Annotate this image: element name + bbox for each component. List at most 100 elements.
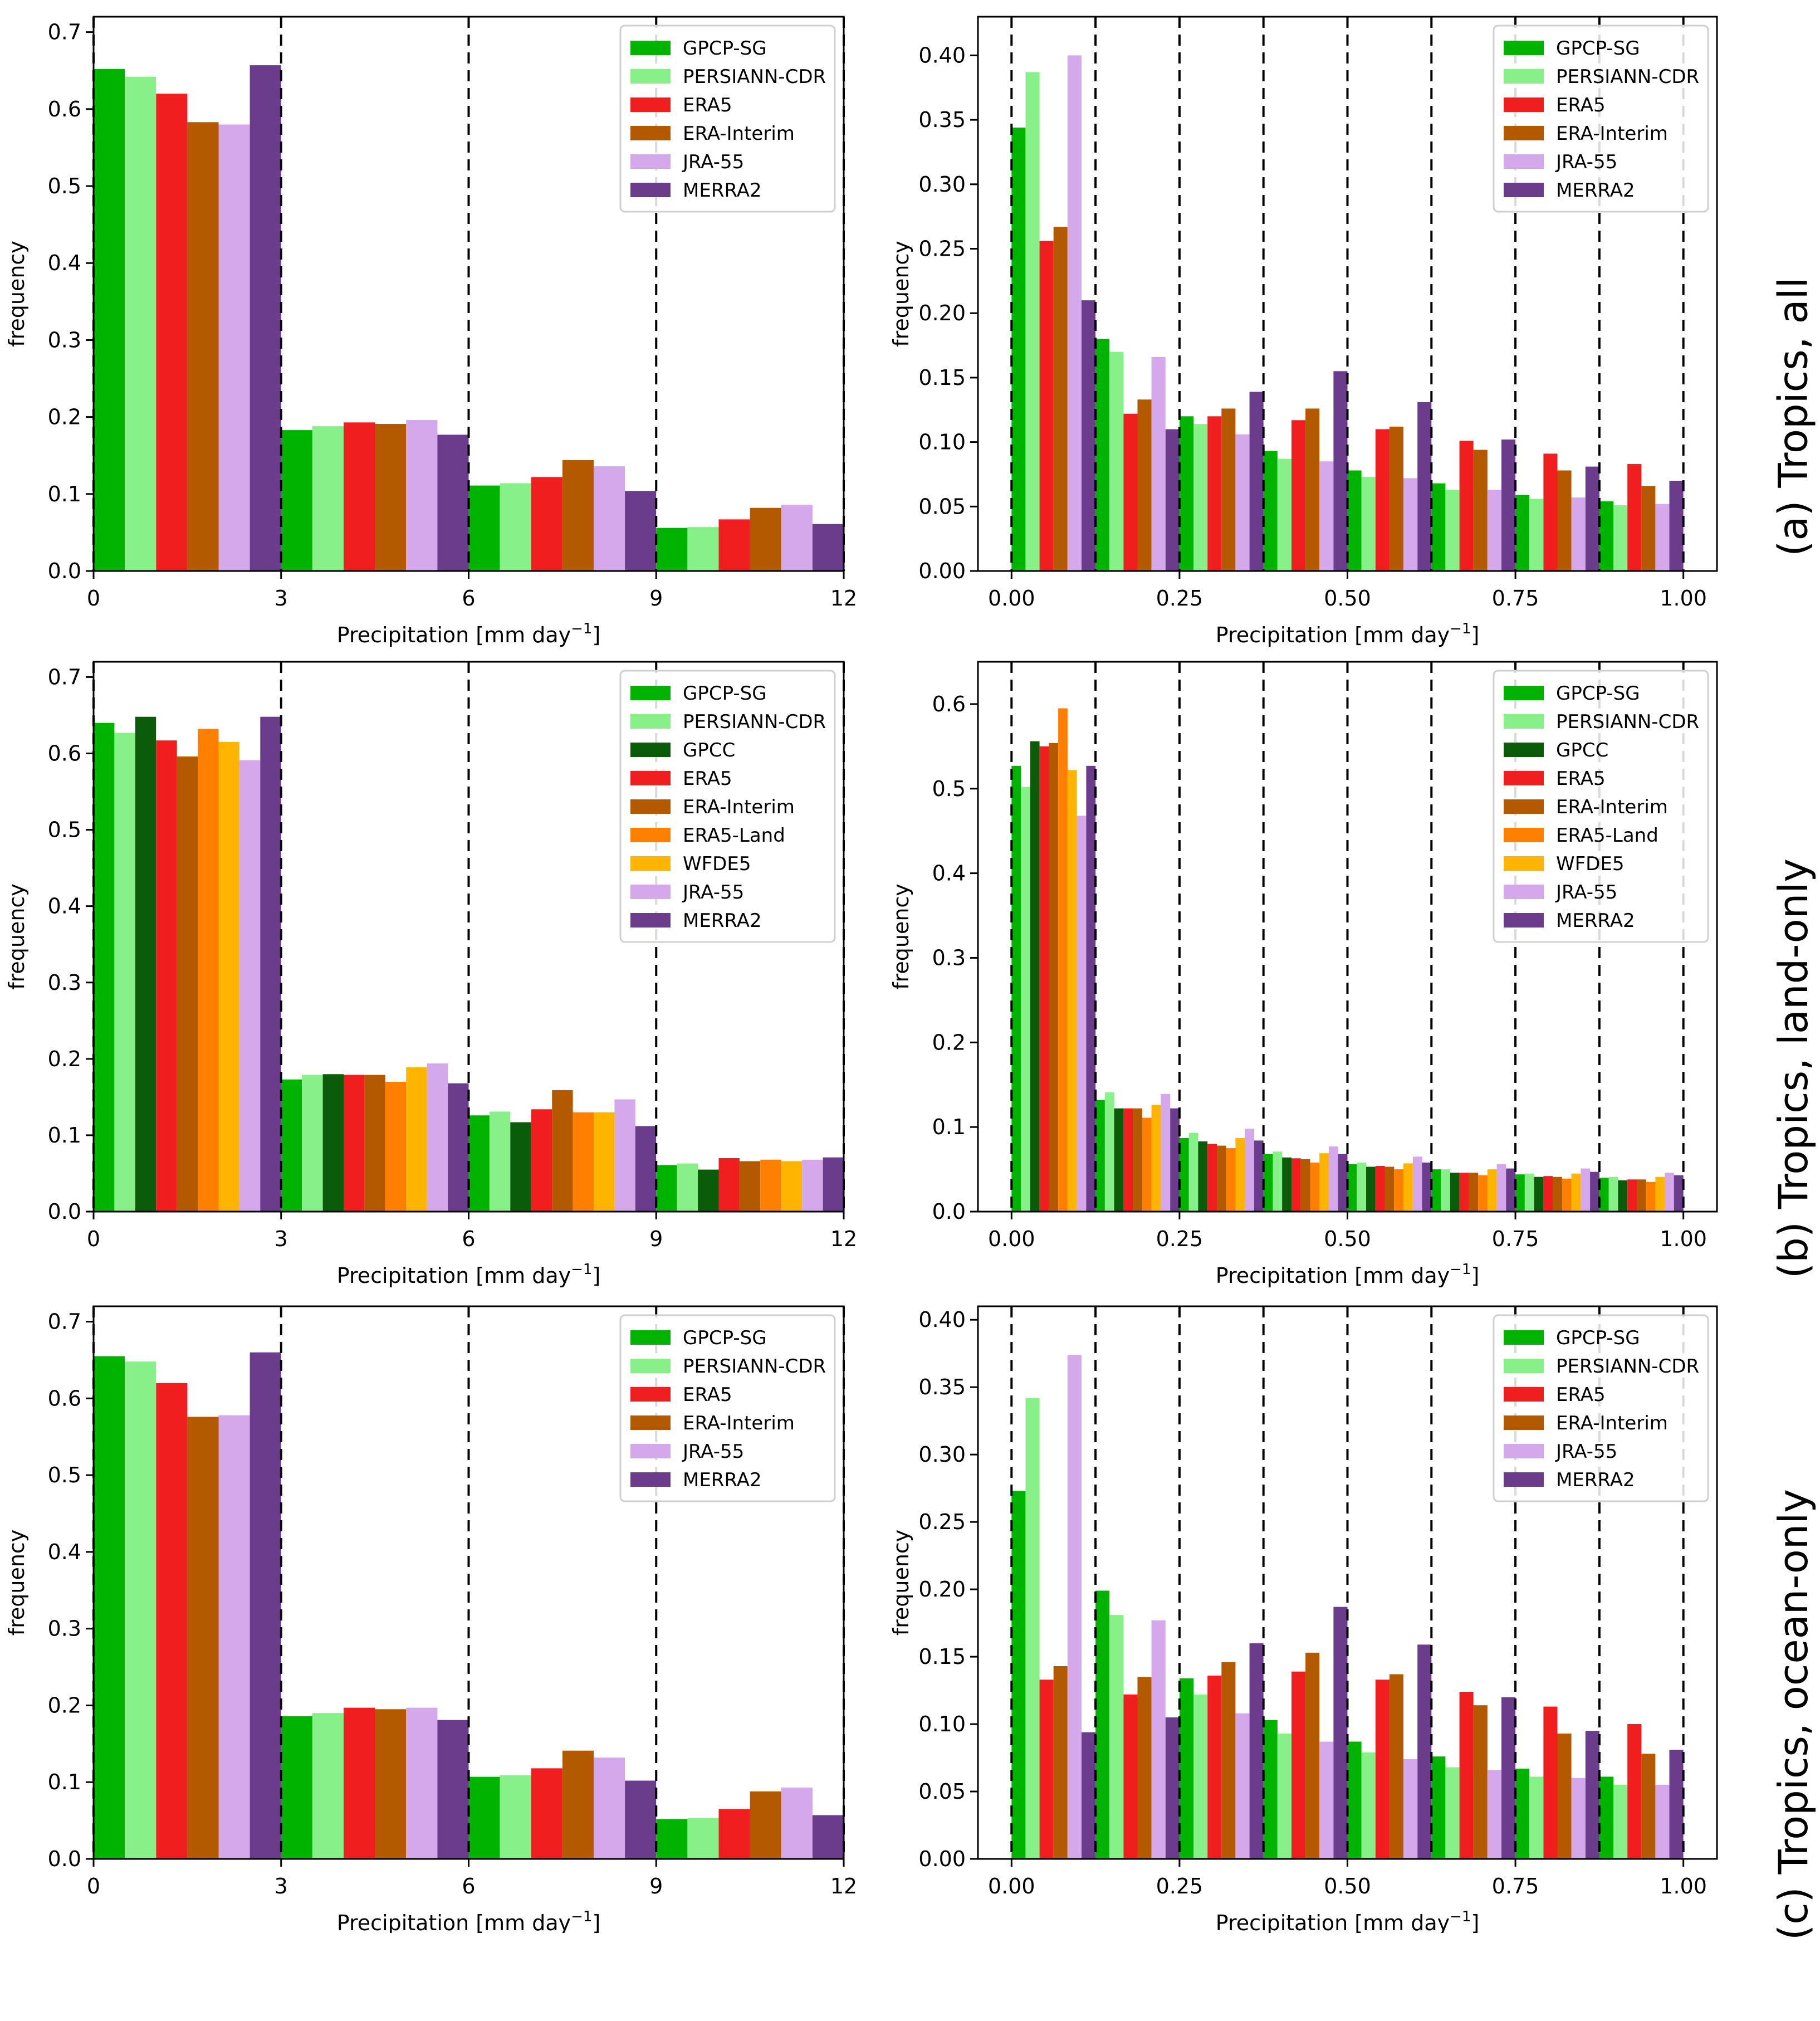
legend-swatch-era-interim	[1504, 1415, 1544, 1430]
bar-era-interim-bin-3	[750, 507, 781, 571]
bar-era-interim-bin-0	[187, 1417, 219, 1859]
x-tick-label: 9	[649, 1874, 663, 1898]
bar-era-interim-bin-1	[364, 1075, 385, 1212]
bar-era5-bin-1	[1123, 413, 1138, 571]
x-tick-label: 0	[87, 1227, 100, 1251]
legend-swatch-merra2	[630, 1472, 671, 1487]
legend-label-era5: ERA5	[1556, 1384, 1606, 1406]
legend-label-era-interim: ERA-Interim	[683, 1412, 795, 1434]
bar-jra-55-bin-6	[1571, 1778, 1586, 1859]
bar-merra2-bin-1	[448, 1083, 469, 1212]
bar-era5-bin-0	[1039, 241, 1054, 572]
legend-box	[619, 1314, 836, 1502]
y-tick-label: 0.00	[918, 559, 966, 583]
bar-era-interim-bin-0	[1049, 743, 1059, 1212]
bar-gpcp-sg-bin-1	[281, 1079, 302, 1212]
legend: GPCP-SG PERSIANN-CDR ERA5 ERA-Interim JRA-55…	[619, 1314, 836, 1502]
y-tick-label: 0.0	[48, 1847, 81, 1871]
bar-era5-bin-3	[718, 1158, 740, 1212]
bar-persiann-cdr-bin-3	[687, 1818, 719, 1859]
legend-box	[619, 670, 836, 943]
bar-jra-55-bin-0	[239, 760, 261, 1212]
bar-persiann-cdr-bin-0	[114, 733, 135, 1212]
bar-merra2-bin-1	[1165, 1717, 1180, 1859]
bar-era-interim-bin-3	[1305, 408, 1320, 571]
bar-jra-55-bin-3	[1319, 1741, 1334, 1859]
legend-swatch-era5	[630, 771, 671, 785]
bar-era-interim-bin-6	[1557, 470, 1572, 571]
x-tick-label: 0.25	[1156, 586, 1203, 611]
bar-wfde5-bin-0	[218, 741, 239, 1212]
bar-wfde5-bin-4	[1403, 1163, 1413, 1212]
x-axis-label: Precipitation [mm day−1]	[337, 1261, 601, 1288]
legend-swatch-era5-land	[1504, 828, 1544, 842]
bar-era-interim-bin-2	[562, 1750, 594, 1859]
x-tick-label: 0.50	[1324, 1874, 1371, 1898]
bar-jra-55-bin-1	[406, 1707, 438, 1859]
row-label-tropics-ocean-only: (c) Tropics, ocean-only	[1770, 1489, 1817, 1940]
y-tick-label: 0.30	[918, 172, 966, 197]
row-label-tropics-all: (a) Tropics, all	[1770, 277, 1817, 556]
legend-label-gpcc: GPCC	[1556, 739, 1608, 761]
bar-era-interim-bin-6	[1553, 1177, 1562, 1212]
x-tick-label: 3	[275, 586, 288, 611]
y-tick-label: 0.3	[48, 328, 81, 352]
y-tick-label: 0.5	[932, 777, 966, 801]
legend-label-wfde5: WFDE5	[1556, 853, 1624, 875]
x-tick-label: 1.00	[1660, 586, 1707, 611]
bar-gpcc-bin-4	[1366, 1166, 1376, 1212]
bar-gpcp-sg-bin-6	[1515, 1174, 1525, 1212]
legend-label-era5: ERA5	[683, 1384, 732, 1406]
legend-label-persiann-cdr: PERSIANN-CDR	[1556, 711, 1699, 733]
x-tick-label: 3	[275, 1874, 288, 1898]
bar-era5-bin-3	[718, 1809, 750, 1859]
legend-label-persiann-cdr: PERSIANN-CDR	[683, 711, 826, 733]
y-tick-label: 0.00	[918, 1847, 966, 1871]
bar-jra-55-bin-1	[1151, 357, 1166, 571]
bar-gpcp-sg-bin-3	[656, 528, 688, 571]
bar-gpcc-bin-5	[1450, 1173, 1460, 1212]
y-tick-label: 0.10	[918, 430, 966, 455]
bar-gpcp-sg-bin-2	[468, 485, 500, 571]
bar-jra-55-bin-0	[1077, 816, 1087, 1212]
legend-label-gpcp-sg: GPCP-SG	[1556, 682, 1640, 705]
bar-era5-bin-5	[1459, 441, 1474, 571]
bar-jra-55-bin-3	[781, 1787, 813, 1859]
bar-gpcc-bin-2	[1198, 1141, 1208, 1212]
chart-panel-b-right: 0.00 0.25 0.50 0.75 1.00 0.0 0.1 0.2 0.3 0.4 0.5 0.…	[889, 661, 1718, 1288]
bar-persiann-cdr-bin-0	[1025, 1398, 1040, 1859]
bar-era5-bin-6	[1543, 1176, 1553, 1212]
chart-panel-c-right: 0.00 0.25 0.50 0.75 1.00 0.00 0.05 0.10 0.15 0.20…	[889, 1305, 1718, 1935]
bar-era5-land-bin-7	[1646, 1182, 1656, 1212]
legend-label-persiann-cdr: PERSIANN-CDR	[1556, 66, 1699, 88]
bar-merra2-bin-5	[1501, 1697, 1516, 1859]
legend-swatch-persiann-cdr	[630, 714, 671, 729]
bar-era5-bin-4	[1375, 1166, 1385, 1212]
bar-era-interim-bin-1	[375, 424, 407, 571]
x-tick-label: 0.00	[988, 1227, 1035, 1251]
legend-label-jra-55: JRA-55	[1555, 881, 1617, 904]
legend-swatch-jra-55	[1504, 885, 1544, 899]
y-tick-label: 0.2	[48, 1693, 81, 1717]
legend-swatch-gpcc	[630, 743, 671, 757]
bar-gpcp-sg-bin-1	[1095, 339, 1110, 571]
bar-wfde5-bin-5	[1487, 1169, 1497, 1212]
y-tick-label: 0.35	[918, 1375, 966, 1399]
bar-merra2-bin-0	[1082, 300, 1096, 571]
bar-era5-land-bin-4	[1394, 1169, 1404, 1212]
bar-era-interim-bin-0	[1053, 227, 1068, 571]
bar-era5-bin-2	[1207, 1675, 1222, 1859]
bar-gpcc-bin-1	[322, 1074, 344, 1212]
x-tick-label: 1.00	[1660, 1874, 1707, 1898]
legend: GPCP-SG PERSIANN-CDR ERA5 ERA-Interim JRA-55…	[1493, 1314, 1709, 1502]
legend-swatch-jra-55	[630, 885, 671, 899]
bar-gpcp-sg-bin-7	[1599, 1178, 1609, 1212]
y-tick-label: 0.05	[918, 494, 966, 519]
bar-jra-55-bin-1	[1161, 1094, 1171, 1212]
bar-era5-bin-0	[156, 94, 188, 571]
y-tick-label: 0.1	[48, 482, 81, 506]
x-tick-label: 0.00	[988, 1874, 1035, 1898]
bar-persiann-cdr-bin-3	[677, 1163, 698, 1212]
bar-wfde5-bin-1	[406, 1067, 427, 1212]
y-tick-label: 0.15	[918, 365, 966, 390]
